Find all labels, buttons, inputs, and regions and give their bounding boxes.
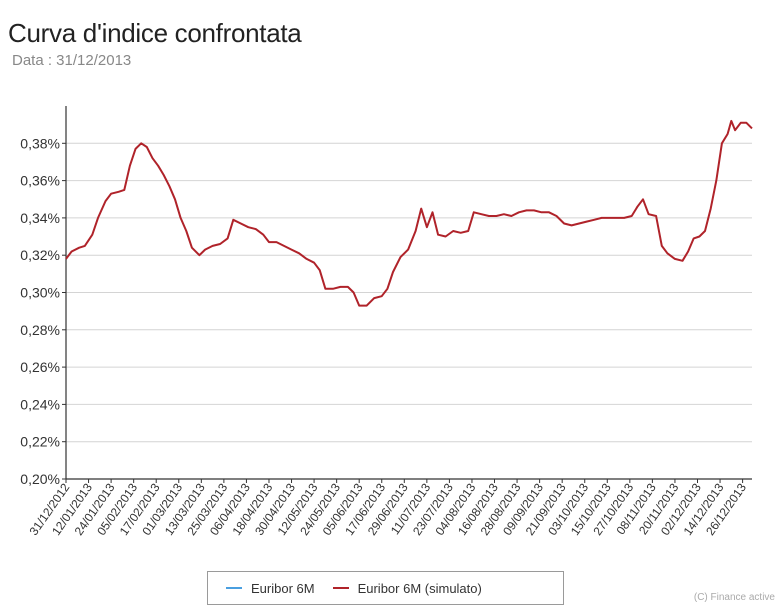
legend-label-euribor-6m: Euribor 6M (251, 580, 315, 596)
legend-label-euribor-6m-simulato: Euribor 6M (simulato) (357, 580, 482, 596)
y-tick-label: 0,30% (20, 285, 60, 301)
y-tick-label: 0,22% (20, 434, 60, 450)
y-tick-label: 0,34% (20, 210, 60, 226)
credit-text: (C) Finance active (693, 592, 775, 603)
y-tick-label: 0,32% (20, 247, 60, 263)
line-chart: 0,20% 0,22% 0,24% 0,26% 0,28% 0,30% 0,32% 0,34%… (20, 106, 753, 538)
legend-swatch-euribor-6m (226, 587, 242, 589)
chart-legend: Euribor 6M Euribor 6M (simulato) (207, 571, 564, 605)
y-tick-label: 0,28% (20, 322, 60, 338)
y-tick-label: 0,20% (20, 471, 60, 487)
y-tick-label: 0,24% (20, 396, 60, 412)
legend-item-euribor-6m-simulato[interactable]: Euribor 6M (simulato) (332, 580, 482, 596)
y-tick-label: 0,38% (20, 135, 60, 151)
y-tick-label: 0,36% (20, 173, 60, 189)
y-tick-label: 0,26% (20, 359, 60, 375)
legend-item-euribor-6m[interactable]: Euribor 6M (226, 581, 315, 596)
chart-subtitle: Data : 31/12/2013 (12, 52, 132, 69)
chart-title: Curva d'indice confrontata (8, 18, 302, 48)
series-line-euribor-6m-simulato (65, 119, 753, 307)
legend-swatch-euribor-6m-simulato (332, 587, 349, 589)
